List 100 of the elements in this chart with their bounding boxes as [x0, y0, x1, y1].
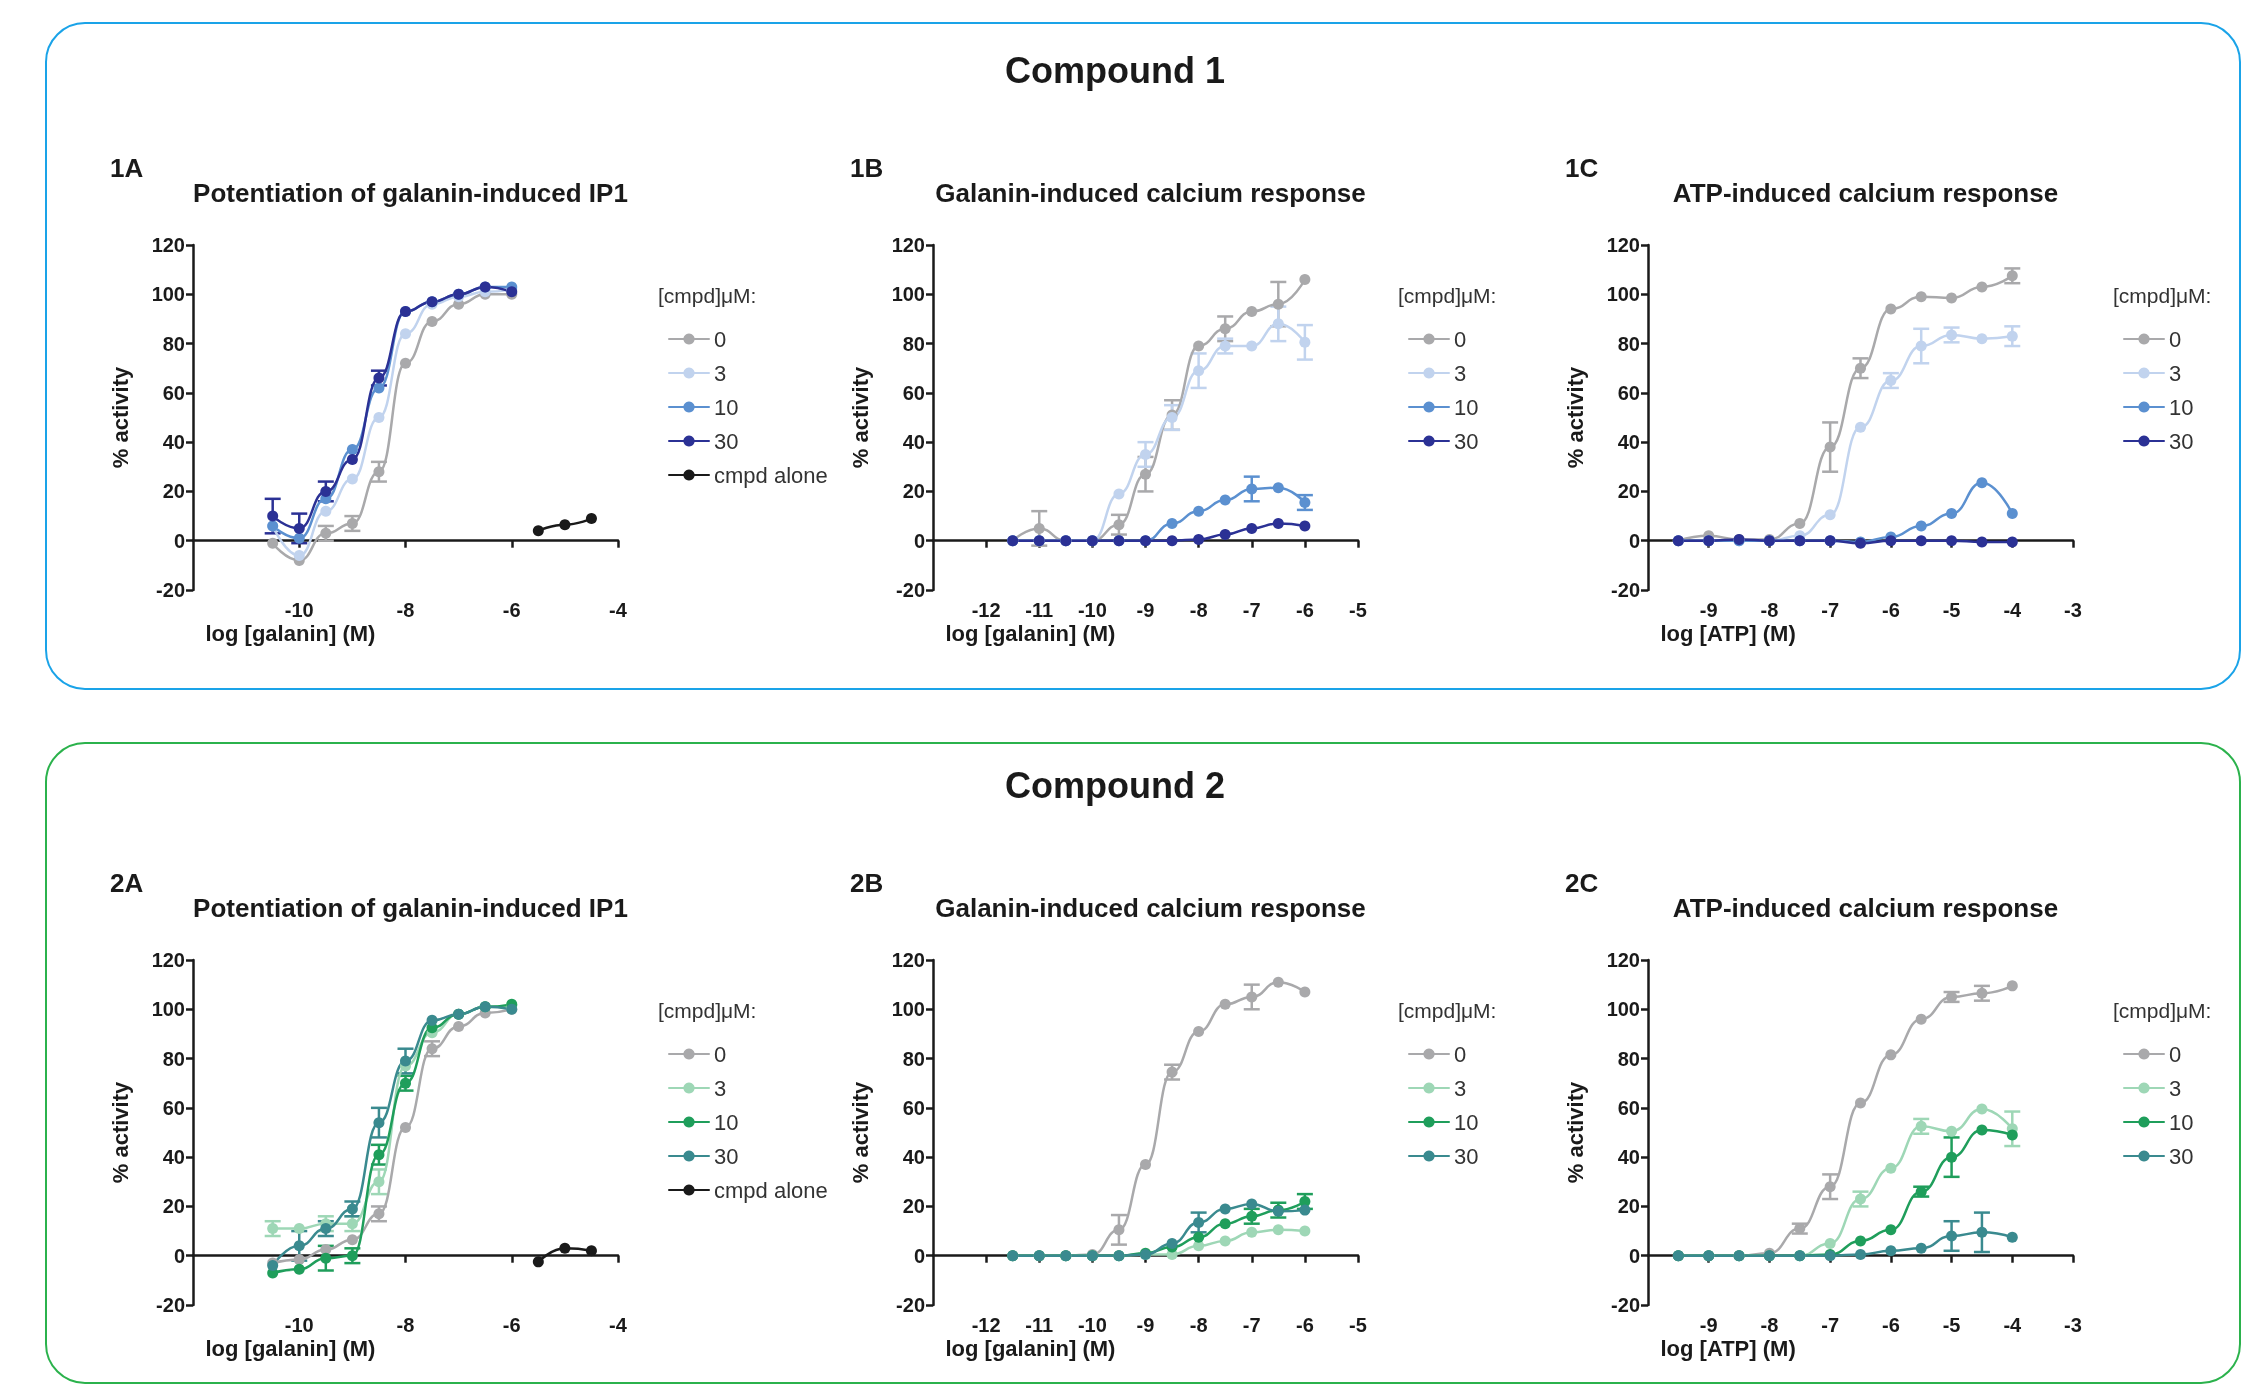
y-tick-label: 120: [891, 949, 925, 971]
chart-title: Galanin-induced calcium response: [935, 893, 1366, 923]
text: 1B: [850, 153, 884, 183]
y-tick-label: -20: [1611, 579, 1640, 601]
x-tick-label: -8: [396, 599, 415, 621]
y-tick-label: 100: [1606, 283, 1640, 306]
y-tick-label: -20: [1611, 1294, 1640, 1316]
legend-label: 10: [1454, 1109, 1479, 1135]
y-tick-label: 100: [1606, 998, 1640, 1021]
legend-label: 30: [2169, 1143, 2194, 1169]
y-tick-label: 60: [902, 381, 925, 404]
y-tick-label: 100: [891, 998, 925, 1021]
y-axis-title: % activity: [1562, 1080, 1588, 1184]
y-tick-label: 80: [902, 1047, 925, 1070]
y-tick-label: 20: [902, 1195, 925, 1218]
x-tick-label: -11: [1025, 1314, 1054, 1336]
chart-title: ATP-induced calcium response: [1672, 178, 2059, 208]
y-tick-label: 0: [913, 529, 925, 552]
y-tick-label: -20: [156, 1294, 185, 1316]
y-tick-label: 40: [1617, 431, 1640, 454]
y-tick-label: 40: [1617, 1146, 1640, 1169]
y-tick-label: -20: [156, 579, 185, 601]
legend-label: 30: [1454, 428, 1479, 454]
y-tick-label: 40: [902, 1146, 925, 1169]
legend-label: 3: [2169, 360, 2182, 386]
x-tick-label: -3: [2064, 1314, 2082, 1336]
y-tick-label: 0: [1628, 1244, 1640, 1267]
legend-label: 0: [2169, 1041, 2182, 1067]
x-tick-label: -8: [1760, 1314, 1779, 1336]
legend-label: 10: [2169, 1109, 2194, 1135]
y-tick-label: 120: [151, 234, 185, 256]
x-tick-label: -8: [1760, 599, 1779, 621]
text: 1C: [1565, 153, 1599, 183]
y-tick-label: 40: [162, 1146, 185, 1169]
legend-title: [cmpd]μM:: [658, 284, 757, 307]
legend-label: 30: [2169, 428, 2194, 454]
x-tick-label: -4: [2003, 599, 2023, 621]
legend-title: [cmpd]μM:: [1398, 999, 1497, 1022]
legend-label: 0: [1454, 326, 1467, 352]
x-tick-label: -6: [1295, 599, 1314, 621]
y-tick-label: 0: [1628, 529, 1640, 552]
y-tick-label: -20: [896, 1294, 925, 1316]
y-tick-label: 40: [162, 431, 185, 454]
y-tick-label: -20: [896, 579, 925, 601]
x-tick-label: -10: [1077, 599, 1107, 621]
y-tick-label: 20: [902, 480, 925, 503]
x-tick-label: -5: [1349, 599, 1367, 621]
y-tick-label: 60: [1617, 381, 1640, 404]
x-tick-label: -6: [1881, 1314, 1900, 1336]
x-tick-label: -9: [1699, 599, 1718, 621]
legend-label: 30: [1454, 1143, 1479, 1169]
x-tick-label: -6: [502, 1314, 521, 1336]
x-tick-label: -11: [1025, 599, 1054, 621]
legend-label: 10: [714, 394, 739, 420]
legend-label: 0: [1454, 1041, 1467, 1067]
x-tick-label: -5: [1349, 1314, 1367, 1336]
y-tick-label: 60: [1617, 1096, 1640, 1119]
legend-title: [cmpd]μM:: [1398, 284, 1497, 307]
y-tick-label: 20: [1617, 1195, 1640, 1218]
legend-label: 0: [2169, 326, 2182, 352]
y-tick-label: 0: [913, 1244, 925, 1267]
legend-label: 10: [2169, 394, 2194, 420]
chart-title: Galanin-induced calcium response: [935, 178, 1366, 208]
x-tick-label: -12: [971, 1314, 1001, 1336]
y-tick-label: 100: [151, 998, 185, 1021]
legend-label: 30: [714, 428, 739, 454]
legend-title: [cmpd]μM:: [658, 999, 757, 1022]
x-tick-label: -9: [1136, 599, 1155, 621]
x-tick-label: -8: [1189, 1314, 1208, 1336]
x-tick-label: -7: [1821, 1314, 1840, 1336]
text: Compound 2: [1004, 765, 1226, 807]
y-axis-title: % activity: [847, 1080, 873, 1184]
y-tick-label: 80: [162, 1047, 185, 1070]
y-tick-label: 40: [902, 431, 925, 454]
x-axis-title: log [galanin] (M): [945, 620, 1116, 646]
x-tick-label: -4: [2003, 1314, 2023, 1336]
chart-title: ATP-induced calcium response: [1672, 893, 2059, 923]
y-tick-label: 60: [162, 1096, 185, 1119]
legend-label: 3: [1454, 360, 1467, 386]
x-tick-label: -4: [609, 599, 628, 621]
x-axis-title: log [galanin] (M): [205, 1335, 376, 1361]
x-tick-label: -10: [1077, 1314, 1107, 1336]
text: 2B: [850, 868, 884, 898]
legend-label: 3: [714, 360, 727, 386]
x-tick-label: -9: [1136, 1314, 1155, 1336]
y-axis-title: % activity: [107, 1080, 133, 1184]
y-tick-label: 80: [1617, 332, 1640, 355]
y-tick-label: 20: [162, 480, 185, 503]
legend-title: [cmpd]μM:: [2113, 284, 2212, 307]
x-tick-label: -7: [1821, 599, 1840, 621]
y-axis-title: % activity: [107, 365, 133, 469]
x-tick-label: -3: [2064, 599, 2082, 621]
text: Compound 1: [1004, 50, 1226, 92]
y-tick-label: 20: [162, 1195, 185, 1218]
y-tick-label: 80: [1617, 1047, 1640, 1070]
x-tick-label: -8: [396, 1314, 415, 1336]
text: 2A: [110, 868, 144, 898]
y-tick-label: 120: [891, 234, 925, 256]
y-axis-title: % activity: [1562, 365, 1588, 469]
y-tick-label: 0: [173, 529, 185, 552]
